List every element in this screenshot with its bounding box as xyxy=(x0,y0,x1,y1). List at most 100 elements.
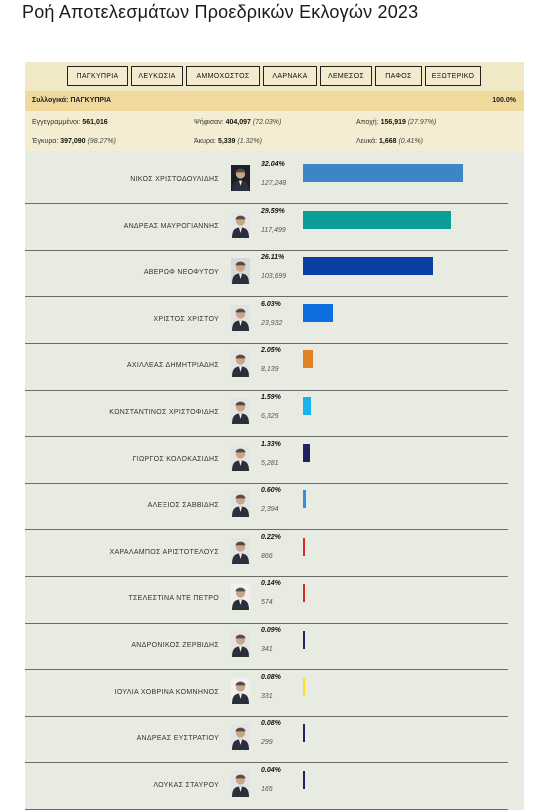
candidate-votes: 117,499 xyxy=(261,226,286,234)
person-silhouette-icon xyxy=(231,584,250,611)
candidate-photo xyxy=(231,491,250,518)
candidate-percentage: 0.08% xyxy=(261,673,281,681)
person-silhouette-icon xyxy=(231,677,250,704)
stat-valid-pct: (98.27%) xyxy=(87,138,116,145)
stat-valid-label: Έγκυρα: xyxy=(32,138,59,145)
stat-blank: Λευκά: 1,668 (0.41%) xyxy=(356,138,423,145)
candidate-bar xyxy=(303,443,310,462)
candidate-photo xyxy=(231,724,250,751)
candidate-bar xyxy=(303,677,305,696)
candidate-bar xyxy=(303,490,306,509)
candidate-name: ΑΛΕΞΙΟΣ ΣΑΒΒΙΔΗΣ xyxy=(147,502,219,510)
tab-pagkypria[interactable]: ΠΑΓΚΥΠΡΙΑ xyxy=(67,66,128,86)
stat-invalid-pct: (1.32%) xyxy=(237,138,262,145)
stat-invalid-value: 5,339 xyxy=(217,138,236,145)
person-silhouette-icon xyxy=(231,491,250,518)
row-divider xyxy=(25,622,508,624)
candidate-name: ΓΙΩΡΓΟΣ ΚΟΛΟΚΑΣΙΔΗΣ xyxy=(132,455,219,463)
candidate-name: ΛΟΥΚΑΣ ΣΤΑΥΡΟΥ xyxy=(153,781,219,789)
candidate-percentage: 0.60% xyxy=(261,487,281,495)
candidate-row: ΑΒΕΡΩΦ ΝΕΟΦΥΤΟΥ 26.11% 103,699 xyxy=(25,250,509,296)
tab-larnaka[interactable]: ΛΑΡΝΑΚΑ xyxy=(263,66,317,86)
candidate-votes: 299 xyxy=(261,739,273,747)
tab-lemesos[interactable]: ΛΕΜΕΣΟΣ xyxy=(320,66,372,86)
candidate-votes: 165 xyxy=(261,785,273,793)
stat-abstention-value: 156,919 xyxy=(380,119,406,126)
candidate-name: ΑΧΙΛΛΕΑΣ ΔΗΜΗΤΡΙΑΔΗΣ xyxy=(126,362,219,370)
candidate-photo xyxy=(231,631,250,657)
row-divider xyxy=(25,296,508,298)
candidate-bar xyxy=(303,397,311,415)
stat-invalid-label: Άκυρα: xyxy=(194,138,216,145)
row-divider xyxy=(25,715,508,717)
person-silhouette-icon xyxy=(231,211,250,238)
candidate-name: ΑΝΔΡΕΑΣ ΜΑΥΡΟΓΙΑΝΝΗΣ xyxy=(123,222,219,230)
candidate-row: ΓΙΩΡΓΟΣ ΚΟΛΟΚΑΣΙΔΗΣ 1.33% 5,281 xyxy=(25,437,509,483)
row-divider xyxy=(25,808,508,810)
candidate-percentage: 2.05% xyxy=(261,347,281,355)
candidate-name: ΚΩΝΣΤΑΝΤΙΝΟΣ ΧΡΙΣΤΟΦΙΔΗΣ xyxy=(109,409,219,416)
person-silhouette-icon xyxy=(231,631,250,657)
candidate-bar xyxy=(303,584,305,603)
candidate-votes: 127,248 xyxy=(261,180,287,187)
stat-blank-value: 1,668 xyxy=(378,138,397,145)
candidate-row: ΝΙΚΟΣ ΧΡΙΣΤΟΔΟΥΛΙΔΗΣ 32.04% 127,248 xyxy=(25,157,509,203)
candidate-row: ΧΑΡΑΛΑΜΠΟΣ ΑΡΙΣΤΟΤΕΛΟΥΣ 0.22% 866 xyxy=(25,530,509,576)
stat-invalid: Άκυρα: 5,339 (1.32%) xyxy=(194,138,262,145)
summary-row: Συλλογικά: ΠΑΓΚΥΠΡΙΑ 100.0% xyxy=(25,91,524,111)
tab-exoteriko[interactable]: ΕΞΩΤΕΡΙΚΟ xyxy=(425,66,481,86)
candidate-votes: 23,932 xyxy=(261,319,283,327)
candidate-photo xyxy=(231,351,250,378)
candidate-row: ΑΝΔΡΟΝΙΚΟΣ ΖΕΡΒΙΔΗΣ 0.09% 341 xyxy=(25,623,509,669)
candidate-percentage: 0.14% xyxy=(261,580,281,588)
stat-registered: Εγγεγραμμένοι: 561,016 xyxy=(32,119,108,126)
candidate-name: ΝΙΚΟΣ ΧΡΙΣΤΟΔΟΥΛΙΔΗΣ xyxy=(130,176,219,183)
stat-blank-label: Λευκά: xyxy=(356,138,378,145)
row-divider xyxy=(25,203,508,205)
candidate-bar xyxy=(303,210,451,229)
tab-pafos[interactable]: ΠΑΦΟΣ xyxy=(375,66,422,86)
person-silhouette-icon xyxy=(231,444,250,471)
summary-label: Συλλογικά: ΠΑΓΚΥΠΡΙΑ xyxy=(32,97,112,104)
candidate-votes: 574 xyxy=(261,599,273,607)
row-divider xyxy=(25,342,508,344)
candidate-votes: 331 xyxy=(261,692,273,700)
candidate-bar xyxy=(303,303,334,322)
candidate-photo xyxy=(231,165,250,191)
person-silhouette-icon xyxy=(231,398,250,424)
candidate-percentage: 1.59% xyxy=(261,394,281,401)
stat-blank-pct: (0.41%) xyxy=(398,138,423,145)
stat-registered-label: Εγγεγραμμένοι: xyxy=(32,119,81,126)
results-panel: ΠΑΓΚΥΠΡΙΑ ΛΕΥΚΩΣΙΑ ΑΜΜΟΧΩΣΤΟΣ ΛΑΡΝΑΚΑ ΛΕ… xyxy=(25,62,524,810)
candidate-bar xyxy=(303,724,305,743)
region-tabs: ΠΑΓΚΥΠΡΙΑ ΛΕΥΚΩΣΙΑ ΑΜΜΟΧΩΣΤΟΣ ΛΑΡΝΑΚΑ ΛΕ… xyxy=(25,62,524,91)
candidate-row: ΧΡΙΣΤΟΣ ΧΡΙΣΤΟΥ 6.03% 23,932 xyxy=(25,297,509,343)
candidate-row: ΑΝΔΡΕΑΣ ΕΥΣΤΡΑΤΙΟΥ 0.08% 299 xyxy=(25,716,509,762)
candidate-bar xyxy=(303,257,434,276)
candidate-photo xyxy=(231,584,250,611)
candidate-photo xyxy=(231,444,250,471)
stat-voted-pct: (72.03%) xyxy=(252,119,282,126)
candidate-row: ΛΟΥΚΑΣ ΣΤΑΥΡΟΥ 0.04% 165 xyxy=(25,763,509,809)
row-divider xyxy=(25,529,508,531)
candidate-votes: 103,699 xyxy=(261,273,287,281)
page-title: Ροή Αποτελεσμάτων Προεδρικών Εκλογών 202… xyxy=(22,2,419,22)
row-divider xyxy=(25,482,508,484)
stat-voted-label: Ψήφισαν: xyxy=(194,119,224,126)
candidate-name: ΑΝΔΡΟΝΙΚΟΣ ΖΕΡΒΙΔΗΣ xyxy=(131,642,219,649)
candidate-photo xyxy=(231,398,250,424)
candidate-votes: 8,139 xyxy=(261,366,279,374)
candidate-votes: 6,325 xyxy=(261,413,279,420)
tab-lefkosia[interactable]: ΛΕΥΚΩΣΙΑ xyxy=(131,66,183,86)
person-silhouette-icon xyxy=(231,537,250,564)
stat-registered-value: 561,016 xyxy=(82,119,108,126)
person-silhouette-icon xyxy=(231,258,250,285)
person-silhouette-icon xyxy=(231,770,250,797)
candidate-percentage: 29.59% xyxy=(261,207,285,215)
candidate-votes: 866 xyxy=(261,552,273,560)
candidate-bar xyxy=(303,164,463,182)
person-silhouette-icon xyxy=(231,304,250,331)
person-silhouette-icon xyxy=(231,724,250,751)
candidate-name: ΧΑΡΑΛΑΜΠΟΣ ΑΡΙΣΤΟΤΕΛΟΥΣ xyxy=(109,548,219,556)
tab-ammochostos[interactable]: ΑΜΜΟΧΩΣΤΟΣ xyxy=(186,66,260,86)
